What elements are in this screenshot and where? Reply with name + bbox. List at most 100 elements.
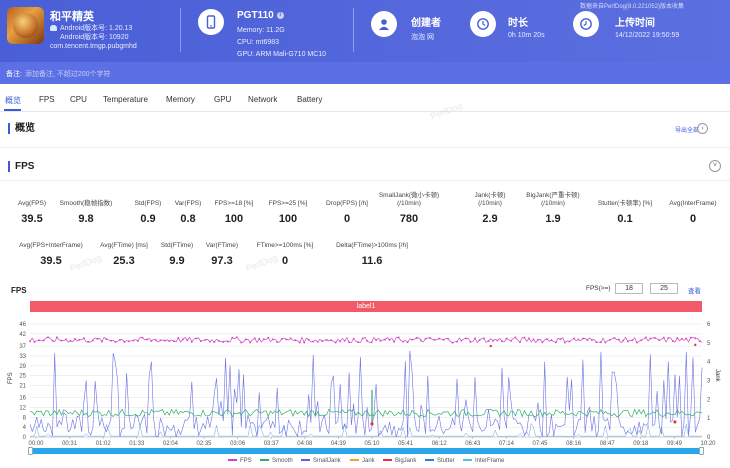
collapse-icon[interactable]: ˅ — [709, 160, 721, 172]
header-watermark: 数据来自PerfDog(8.0.221052)版本收集 — [580, 4, 685, 10]
fps-data-point — [496, 339, 499, 342]
x-tick-label: 10:20 — [700, 441, 716, 447]
label-bar[interactable]: label1 — [30, 301, 702, 312]
fps-data-point — [649, 337, 652, 340]
legend-swatch — [383, 459, 392, 462]
metric-cell: Drop(FPS) [/h] 0 — [307, 200, 387, 225]
tab-temperature[interactable]: Temperature — [103, 95, 148, 104]
export-icon[interactable]: › — [697, 123, 708, 134]
fps-data-point — [29, 340, 31, 343]
legend-label: Stutter — [437, 458, 455, 464]
legend-item[interactable]: Stutter — [425, 458, 455, 464]
fps-data-point — [478, 339, 481, 341]
legend-label: BigJank — [395, 458, 417, 464]
y-tick-label: 42 — [19, 332, 26, 338]
active-tab-indicator — [4, 109, 21, 111]
legend-item[interactable]: SmallJank — [301, 458, 341, 464]
fps-threshold-label: FPS(>=) — [586, 285, 611, 292]
duration-value: 0h 10m 20s — [508, 32, 545, 39]
metric-cell: FTime>=100ms [%] 0 — [240, 242, 330, 267]
fps-data-point — [487, 340, 490, 342]
fps-data-point — [348, 341, 350, 344]
metric-label: FTime>=100ms [%] — [256, 242, 314, 249]
legend-item[interactable]: BigJank — [383, 458, 416, 464]
fps-data-point — [685, 337, 688, 340]
metric-cell: Avg(InterFrame) 0 — [653, 200, 730, 225]
legend-item[interactable]: FPS — [228, 458, 252, 464]
metric-label: Stutter(卡顿率) [%] — [597, 200, 653, 207]
fps-data-point — [514, 336, 517, 339]
y-tick-label: 29 — [19, 364, 26, 370]
legend-swatch — [350, 459, 359, 462]
legend-label: InterFrame — [475, 458, 505, 464]
fps-data-point — [303, 341, 305, 344]
fps-data-point — [204, 339, 207, 341]
tab-overview[interactable]: 概览 — [5, 96, 21, 105]
metric-value: 2.9 — [482, 213, 498, 225]
legend-item[interactable]: Smooth — [260, 458, 293, 464]
fps-data-point — [101, 340, 103, 343]
fps-data-point — [654, 337, 656, 339]
fps-data-point — [689, 336, 692, 339]
android-icon — [50, 25, 57, 32]
fps-data-point — [433, 339, 436, 341]
scrollbar-handle-left[interactable] — [28, 447, 33, 455]
fps-data-point — [680, 337, 683, 340]
fps-data-point — [213, 341, 216, 343]
x-tick-label: 01:33 — [129, 441, 145, 447]
fps-data-point — [105, 338, 108, 340]
fps-data-point — [235, 336, 238, 339]
fps-data-point — [411, 338, 413, 341]
note-input[interactable]: 添加备注, 不超过200个字符 — [24, 71, 111, 78]
metric-value: 9.8 — [78, 213, 94, 225]
tab-gpu[interactable]: GPU — [214, 95, 232, 104]
note-label: 备注: — [6, 71, 22, 78]
tab-cpu[interactable]: CPU — [70, 95, 87, 104]
scrollbar-handle-right[interactable] — [699, 447, 704, 455]
y-right-axis-label: Jank — [714, 369, 720, 383]
metric-value: 0.8 — [180, 213, 196, 225]
time-range-scrollbar[interactable] — [30, 448, 702, 454]
fps-data-point — [182, 338, 184, 341]
x-tick-label: 02:04 — [163, 441, 179, 447]
metric-cell: Var(FPS) 0.8 — [148, 200, 228, 225]
legend-item[interactable]: Jank — [350, 458, 375, 464]
stutter-series-line — [30, 422, 702, 438]
info-icon[interactable]: i — [276, 11, 284, 19]
legend-item[interactable]: InterFrame — [463, 458, 504, 464]
fps-data-point — [316, 341, 319, 343]
fps-data-point — [262, 338, 265, 341]
x-tick-label: 01:02 — [96, 441, 112, 447]
fps-data-point — [582, 337, 584, 340]
fps-threshold-input-1[interactable]: 18 — [615, 283, 643, 294]
fps-data-point — [694, 337, 697, 340]
metric-label: Std(FTime) — [160, 242, 194, 249]
fps-data-point — [600, 341, 602, 344]
fps-data-point — [523, 336, 526, 339]
fps-data-point — [662, 336, 665, 339]
metric-cell: Avg(FTime) [ms] 25.3 — [79, 242, 169, 267]
apply-threshold-button[interactable]: 查看 — [688, 288, 701, 295]
fps-data-point — [330, 339, 332, 341]
fps-data-point — [195, 337, 198, 340]
fps-data-point — [519, 341, 521, 344]
fps-threshold-input-2[interactable]: 25 — [650, 283, 678, 294]
fps-data-point — [465, 337, 467, 340]
fps-data-point — [96, 338, 99, 340]
tab-battery[interactable]: Battery — [297, 95, 323, 104]
fps-data-point — [276, 341, 279, 343]
metric-value: 9.9 — [169, 255, 185, 267]
tab-network[interactable]: Network — [248, 95, 278, 104]
metric-label: Drop(FPS) [/h] — [326, 200, 368, 207]
fps-data-point — [312, 340, 314, 343]
fps-data-point — [280, 338, 283, 340]
tab-fps[interactable]: FPS — [39, 95, 55, 104]
x-tick-label: 08:47 — [600, 441, 616, 447]
fps-data-point — [627, 340, 629, 343]
note-bar[interactable]: 备注: 添加备注, 不超过200个字符 — [0, 62, 730, 84]
x-tick-label: 07:14 — [499, 441, 515, 447]
smooth-series-line — [29, 408, 703, 418]
export-all-link[interactable]: 导出全部 — [675, 128, 700, 134]
tab-memory[interactable]: Memory — [166, 95, 195, 104]
fps-data-point — [375, 339, 377, 341]
